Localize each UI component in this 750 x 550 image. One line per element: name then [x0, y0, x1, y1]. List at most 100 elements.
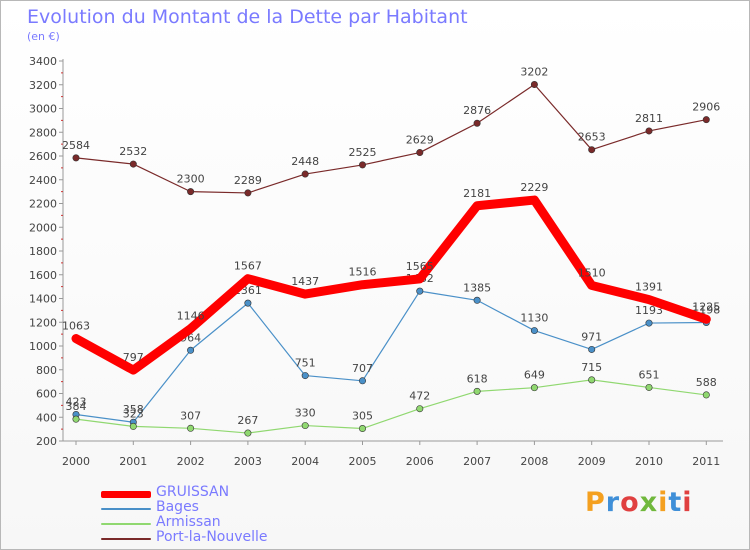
data-label: 2876 — [463, 104, 491, 117]
data-label: 472 — [409, 390, 430, 403]
data-label: 588 — [696, 376, 717, 389]
logo-letter: P — [585, 487, 606, 518]
x-tick-label: 2005 — [349, 455, 377, 468]
y-tick-label: 1200 — [29, 316, 57, 329]
data-point — [187, 188, 195, 196]
data-point — [358, 377, 366, 385]
data-label: 2629 — [406, 134, 434, 147]
unit-label: (en €) — [27, 30, 60, 43]
y-tick-label: 1400 — [29, 293, 57, 306]
data-point — [244, 299, 252, 307]
data-point — [416, 287, 424, 295]
legend-swatch — [101, 508, 151, 510]
data-label: 2653 — [578, 131, 606, 144]
logo-letter: t — [668, 487, 683, 518]
x-tick-label: 2001 — [119, 455, 147, 468]
data-point — [187, 424, 195, 432]
proxiti-logo: Proxiti — [585, 487, 693, 518]
series-line — [75, 290, 707, 423]
data-label: 1391 — [635, 281, 663, 294]
legend-label: GRUISSAN — [156, 484, 230, 500]
data-point — [588, 376, 596, 384]
data-point — [473, 387, 481, 395]
data-label: 2811 — [635, 112, 663, 125]
data-point — [244, 429, 252, 437]
y-tick-label: 2600 — [29, 150, 57, 163]
data-label: 1510 — [578, 266, 606, 279]
data-label: 330 — [295, 407, 316, 420]
data-label: 649 — [524, 369, 545, 382]
logo-letter: x — [639, 487, 659, 518]
data-point — [301, 422, 309, 430]
y-tick-label: 2800 — [29, 126, 57, 139]
x-tick-label: 2006 — [406, 455, 434, 468]
data-label: 267 — [237, 414, 258, 427]
data-label: 1567 — [234, 260, 262, 273]
data-label: 971 — [581, 330, 602, 343]
chart-title: Evolution du Montant de la Dette par Hab… — [27, 6, 468, 28]
data-label: 2448 — [291, 155, 319, 168]
data-label: 1225 — [692, 300, 720, 313]
data-label: 1130 — [520, 312, 548, 325]
x-tick-label: 2011 — [692, 455, 720, 468]
data-point — [129, 160, 137, 168]
y-tick-label: 3000 — [29, 103, 57, 116]
series-line — [71, 195, 711, 375]
x-tick-label: 2007 — [463, 455, 491, 468]
legend-label: Port-la-Nouvelle — [156, 529, 268, 545]
x-tick-label: 2009 — [578, 455, 606, 468]
data-label: 384 — [66, 400, 87, 413]
legend-swatch — [101, 538, 151, 540]
y-tick-label: 2400 — [29, 174, 57, 187]
y-tick-label: 1600 — [29, 269, 57, 282]
data-point — [244, 189, 252, 197]
y-tick-label: 600 — [36, 388, 57, 401]
y-tick-label: 2000 — [29, 221, 57, 234]
data-label: 2181 — [463, 187, 491, 200]
data-point — [702, 116, 710, 124]
data-point — [645, 383, 653, 391]
data-label: 2525 — [349, 146, 377, 159]
y-tick-label: 200 — [36, 435, 57, 448]
series-line — [75, 83, 707, 194]
data-label: 1516 — [349, 266, 377, 279]
data-label: 618 — [467, 372, 488, 385]
x-tick-label: 2008 — [520, 455, 548, 468]
x-tick-label: 2004 — [291, 455, 319, 468]
data-point — [588, 146, 596, 154]
y-tick-label: 1800 — [29, 245, 57, 258]
legend-swatch — [101, 491, 151, 498]
logo-letter: o — [620, 487, 640, 518]
legend-swatch — [101, 523, 151, 525]
data-label: 323 — [123, 407, 144, 420]
data-point — [72, 415, 80, 423]
x-tick-label: 2002 — [177, 455, 205, 468]
data-point — [358, 161, 366, 169]
data-label: 2289 — [234, 174, 262, 187]
data-point — [530, 81, 538, 89]
data-point — [187, 346, 195, 354]
data-point — [702, 391, 710, 399]
data-point — [530, 327, 538, 335]
data-point — [473, 119, 481, 127]
legend-label: Bages — [156, 499, 199, 515]
data-label: 3202 — [520, 66, 548, 79]
y-tick-label: 2200 — [29, 198, 57, 211]
data-label: 1193 — [635, 304, 663, 317]
data-label: 1437 — [291, 275, 319, 288]
series-line — [75, 379, 707, 434]
data-label: 715 — [581, 361, 602, 374]
y-tick-label: 3200 — [29, 79, 57, 92]
data-label: 358 — [123, 403, 144, 416]
data-label: 307 — [180, 409, 201, 422]
data-label: 1565 — [406, 260, 434, 273]
data-label: 2229 — [520, 181, 548, 194]
data-point — [301, 372, 309, 380]
logo-letter: i — [682, 487, 693, 518]
data-label: 1063 — [62, 320, 90, 333]
data-label: 1146 — [177, 310, 205, 323]
y-tick-label: 400 — [36, 411, 57, 424]
data-point — [530, 384, 538, 392]
